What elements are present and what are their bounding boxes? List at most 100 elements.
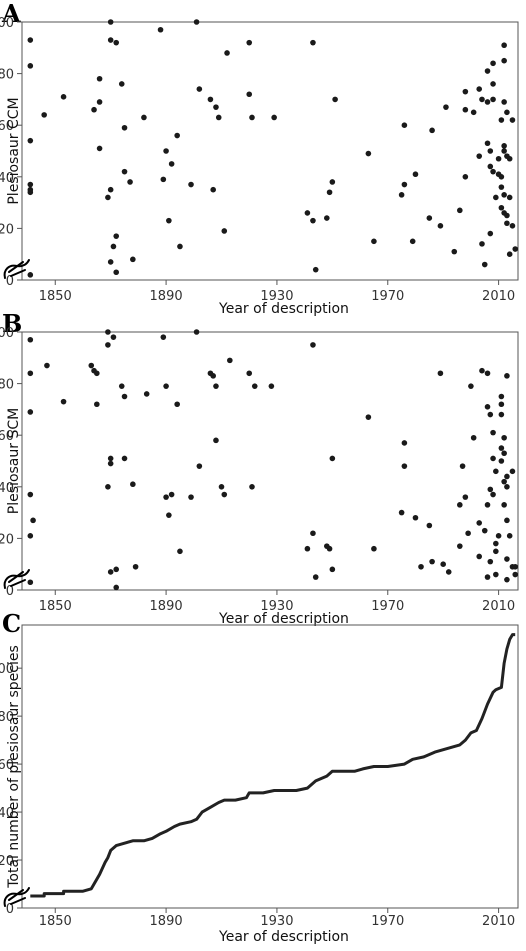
data-point bbox=[445, 569, 452, 575]
data-point bbox=[504, 373, 510, 379]
data-point bbox=[251, 383, 258, 389]
data-point bbox=[504, 109, 510, 116]
x-axis-title: Year of description bbox=[218, 929, 349, 945]
data-point bbox=[168, 491, 175, 498]
data-point bbox=[470, 109, 477, 116]
x-tick-label: 1970 bbox=[371, 599, 404, 614]
data-point bbox=[30, 517, 36, 524]
data-point bbox=[44, 362, 50, 369]
data-point bbox=[107, 455, 114, 462]
data-point bbox=[501, 148, 507, 154]
data-point bbox=[268, 383, 275, 389]
data-point bbox=[493, 571, 499, 578]
data-point bbox=[210, 373, 216, 379]
data-point bbox=[501, 502, 507, 508]
data-point bbox=[479, 241, 485, 247]
data-point bbox=[412, 514, 419, 521]
data-point bbox=[218, 484, 225, 490]
plot-frame bbox=[21, 21, 519, 281]
data-point bbox=[304, 210, 311, 216]
data-point bbox=[215, 114, 222, 121]
data-point bbox=[113, 269, 120, 276]
data-point bbox=[107, 19, 114, 25]
y-tick-label: 20 bbox=[0, 854, 14, 869]
data-point bbox=[163, 148, 169, 154]
data-point bbox=[193, 329, 200, 335]
data-point bbox=[166, 512, 172, 518]
data-point bbox=[501, 57, 507, 64]
data-point bbox=[168, 161, 175, 167]
plesiosaur-icon bbox=[3, 569, 30, 589]
data-point bbox=[105, 194, 111, 201]
data-point bbox=[512, 563, 519, 570]
data-point bbox=[188, 181, 194, 188]
data-point bbox=[484, 99, 491, 105]
data-point bbox=[113, 566, 120, 573]
data-point bbox=[437, 223, 444, 229]
y-tick-label: 40 bbox=[0, 806, 14, 821]
data-point bbox=[196, 463, 203, 469]
data-point bbox=[27, 533, 34, 539]
data-point bbox=[41, 112, 47, 118]
data-point bbox=[451, 248, 458, 255]
data-point bbox=[484, 370, 491, 377]
data-point bbox=[509, 117, 516, 123]
data-point bbox=[498, 458, 505, 464]
data-point bbox=[504, 220, 510, 227]
plesiosaur-flipper bbox=[8, 261, 26, 277]
data-point bbox=[490, 168, 496, 175]
y-tick-label: 60 bbox=[0, 119, 14, 134]
data-point bbox=[487, 558, 494, 565]
data-point bbox=[512, 571, 519, 578]
x-tick-label: 1850 bbox=[39, 914, 72, 929]
data-point bbox=[132, 563, 139, 570]
data-point bbox=[163, 383, 169, 389]
x-axis-title: Year of description bbox=[218, 301, 349, 317]
x-tick-label: 1890 bbox=[150, 914, 183, 929]
data-point bbox=[501, 434, 507, 441]
y-tick-label: 0 bbox=[6, 274, 14, 289]
data-point bbox=[113, 584, 120, 591]
data-point bbox=[224, 50, 230, 56]
data-point bbox=[121, 393, 128, 400]
data-point bbox=[509, 223, 516, 229]
data-point bbox=[94, 370, 100, 377]
data-point bbox=[490, 81, 496, 87]
data-point bbox=[121, 124, 128, 131]
data-point bbox=[468, 383, 474, 389]
data-point bbox=[88, 362, 95, 369]
data-point bbox=[484, 574, 491, 580]
data-point bbox=[479, 367, 485, 374]
data-point bbox=[509, 468, 516, 475]
data-point bbox=[498, 184, 505, 190]
data-point bbox=[246, 91, 253, 98]
data-point bbox=[249, 484, 255, 490]
data-point bbox=[130, 481, 136, 488]
data-point bbox=[501, 99, 507, 105]
data-point bbox=[462, 494, 469, 500]
data-point bbox=[440, 561, 446, 567]
y-tick-label: 0 bbox=[6, 584, 14, 599]
data-point bbox=[462, 88, 469, 95]
data-point bbox=[493, 194, 499, 201]
data-point bbox=[365, 150, 372, 157]
data-point bbox=[487, 163, 494, 170]
data-point bbox=[118, 383, 125, 389]
data-point bbox=[462, 106, 469, 113]
data-point bbox=[27, 272, 34, 278]
data-point bbox=[213, 104, 219, 110]
data-point bbox=[498, 174, 505, 180]
data-point bbox=[470, 434, 477, 441]
data-point bbox=[271, 114, 277, 121]
y-tick-label: 60 bbox=[0, 429, 14, 444]
plesiosaur-flipper bbox=[8, 571, 26, 587]
data-point bbox=[401, 440, 408, 446]
data-point bbox=[476, 86, 483, 92]
data-point bbox=[27, 137, 34, 144]
data-point bbox=[437, 370, 444, 377]
data-point bbox=[457, 502, 463, 508]
data-point bbox=[487, 486, 494, 493]
data-point bbox=[196, 86, 203, 92]
data-point bbox=[479, 96, 485, 103]
y-tick-label: 100 bbox=[0, 326, 14, 341]
